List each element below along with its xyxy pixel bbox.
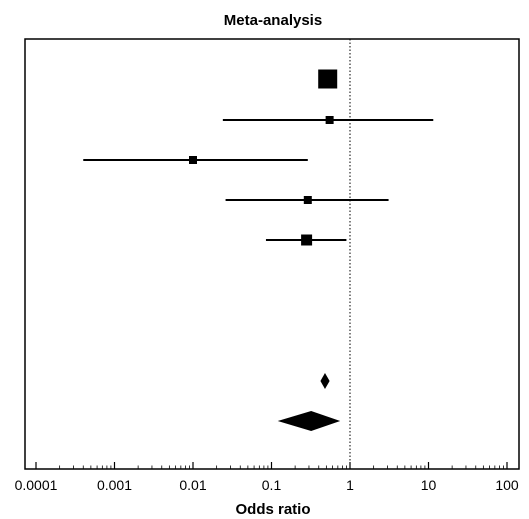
study-point-marker	[189, 156, 197, 164]
x-axis-label: Odds ratio	[235, 501, 310, 518]
plot-frame	[25, 39, 519, 469]
study-point-marker	[318, 70, 337, 89]
x-tick-label: 10	[421, 477, 437, 493]
study-point-marker	[326, 116, 334, 124]
x-tick-label: 0.1	[262, 477, 282, 493]
plot-marks	[83, 39, 433, 469]
x-tick-label: 100	[495, 477, 519, 493]
summary-diamond	[320, 373, 329, 389]
x-axis: 0.0001 0.001 0.01 0.1 1 10 100	[15, 462, 519, 493]
x-tick-label: 0.001	[97, 477, 132, 493]
x-tick-label: 0.0001	[15, 477, 58, 493]
study-point-marker	[301, 235, 312, 246]
study-point-marker	[304, 196, 312, 204]
chart-title: Meta-analysis	[224, 12, 322, 29]
x-tick-label: 1	[346, 477, 354, 493]
x-tick-label: 0.01	[179, 477, 206, 493]
summary-diamond	[278, 411, 340, 431]
